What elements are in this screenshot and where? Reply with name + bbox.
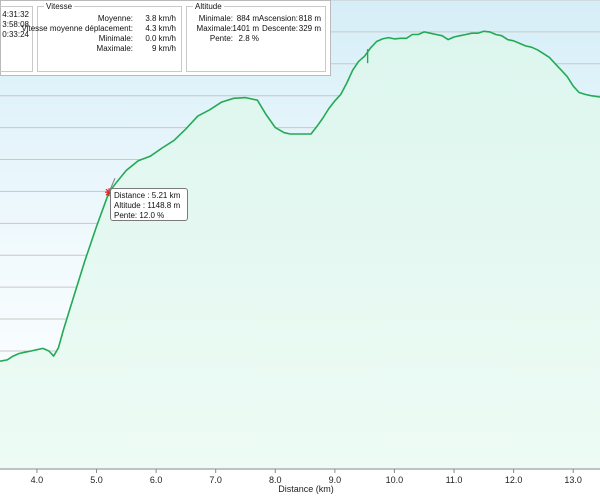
speed-group-title: Vitesse — [44, 2, 75, 11]
time-group: 4:31:32 3:58:08 0:33:24 — [0, 6, 33, 72]
x-tick-label: 10.0 — [386, 475, 404, 485]
stats-panel: 4:31:32 3:58:08 0:33:24 Vitesse Moyenne:… — [0, 0, 331, 76]
altitude-max-value: 1401 m — [232, 24, 259, 33]
ascent-value: 818 m — [298, 14, 321, 23]
point-tooltip: Distance : 5.21 km Altitude : 1148.8 m P… — [110, 188, 188, 221]
elevation-line — [0, 30, 600, 362]
x-tick-label: 13.0 — [564, 475, 582, 485]
speed-group: Vitesse Moyenne: 3.8 km/h Vitesse moyenn… — [22, 2, 182, 72]
speed-avg-label: Moyenne: — [97, 14, 133, 23]
x-tick-label: 7.0 — [209, 475, 222, 485]
x-axis-ticks: 4.0 5.0 6.0 7.0 8.0 9.0 10.0 11.0 12.0 13.0 — [31, 469, 582, 485]
altitude-min-value: 884 m — [236, 14, 259, 23]
altitude-group-title: Altitude — [193, 2, 224, 11]
x-tick-label: 8.0 — [269, 475, 282, 485]
tooltip-distance: Distance : 5.21 km — [114, 191, 181, 200]
x-tick-label: 9.0 — [329, 475, 342, 485]
descent-value: 329 m — [298, 24, 321, 33]
tooltip-altitude: Altitude : 1148.8 m — [114, 201, 181, 210]
speed-min-label: Minimale: — [98, 34, 133, 43]
altitude-max-label: Maximale: — [196, 24, 233, 33]
speed-max-label: Maximale: — [96, 44, 133, 53]
x-tick-label: 4.0 — [31, 475, 44, 485]
x-tick-label: 5.0 — [90, 475, 103, 485]
ascent-label: Ascension: — [258, 14, 298, 23]
x-tick-label: 6.0 — [150, 475, 163, 485]
slope-label: Pente: — [209, 34, 233, 43]
speed-moving-avg-value: 4.3 km/h — [145, 24, 176, 33]
tooltip-slope: Pente: 12.0 % — [114, 211, 165, 220]
speed-avg-value: 3.8 km/h — [145, 14, 176, 23]
slope-value: 2.8 % — [238, 34, 259, 43]
x-tick-label: 11.0 — [446, 475, 463, 485]
time-total: 4:31:32 — [2, 10, 29, 19]
elevation-area-fill — [0, 31, 600, 470]
time-stopped: 0:33:24 — [2, 30, 29, 39]
speed-max-value: 9 km/h — [151, 44, 176, 53]
time-moving: 3:58:08 — [2, 20, 29, 29]
descent-label: Descente: — [261, 24, 298, 33]
altitude-group: Altitude Minimale: 884 m Ascension: 818 … — [186, 2, 326, 72]
speed-moving-avg-label: Vitesse moyenne déplacement: — [21, 24, 133, 33]
altitude-min-label: Minimale: — [198, 14, 233, 23]
x-tick-label: 12.0 — [505, 475, 523, 485]
x-axis-title: Distance (km) — [278, 484, 334, 494]
speed-min-value: 0.0 km/h — [145, 34, 176, 43]
